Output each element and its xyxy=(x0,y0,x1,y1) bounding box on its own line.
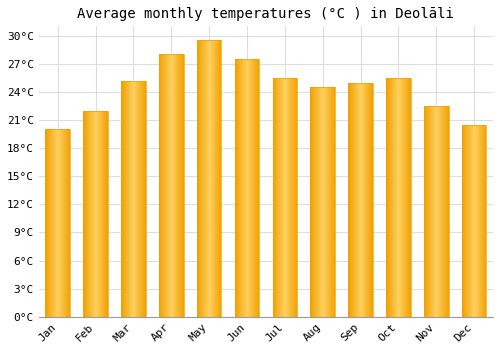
Bar xyxy=(46,130,70,317)
Bar xyxy=(121,80,146,317)
Bar xyxy=(197,40,222,317)
Bar xyxy=(348,83,373,317)
Bar xyxy=(234,59,260,317)
Title: Average monthly temperatures (°C ) in Deolāli: Average monthly temperatures (°C ) in De… xyxy=(78,7,454,21)
Bar xyxy=(310,87,335,317)
Bar xyxy=(462,125,486,317)
Bar xyxy=(386,78,410,317)
Bar xyxy=(424,106,448,317)
Bar xyxy=(159,54,184,317)
Bar xyxy=(84,111,108,317)
Bar xyxy=(272,78,297,317)
